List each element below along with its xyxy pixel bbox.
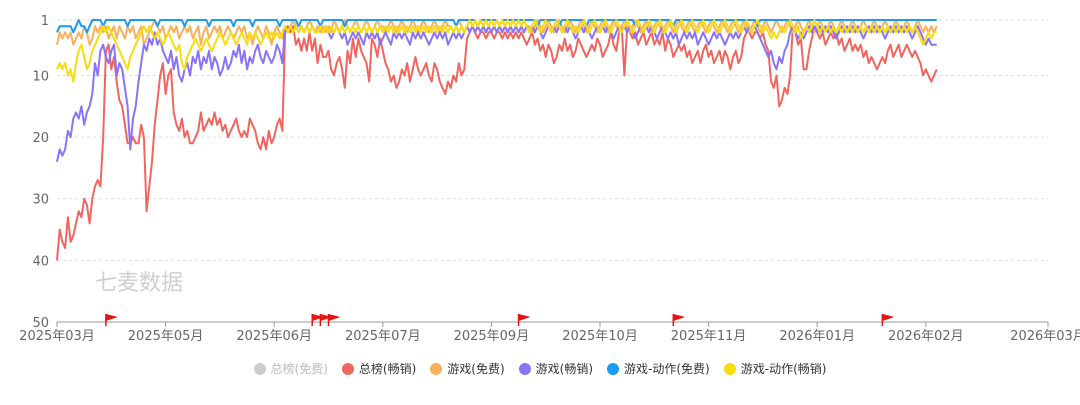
y-tick-label: 30 [32,193,49,208]
y-tick-label: 20 [32,131,49,146]
legend-label: 游戏(免费) [447,362,505,376]
legend-label: 游戏(畅销) [535,362,594,376]
legend-item[interactable]: 游戏-动作(畅销) [723,360,827,377]
y-tick-label: 50 [32,316,49,331]
x-tick-label: 2025年06月 [236,329,312,344]
event-flag-icon[interactable] [320,314,333,321]
legend-label: 总榜(畅销) [358,362,417,376]
watermark-logo: 七麦数据 [95,271,183,296]
x-tick-label: 2025年10月 [562,329,638,344]
legend-dot-icon [723,362,736,375]
legend-label: 总榜(免费) [270,362,328,376]
event-flag-icon[interactable] [105,314,118,321]
x-tick-label: 2025年09月 [454,329,530,344]
x-tick-label: 2026年03月 [1010,329,1080,344]
event-flag-icon[interactable] [518,314,531,321]
y-tick-label: 40 [32,254,49,269]
x-tick-label: 2025年05月 [128,329,204,344]
legend-item[interactable]: 游戏-动作(免费) [607,360,710,377]
event-flag-icon[interactable] [673,314,686,321]
legend-dot-icon [430,362,443,375]
legend-dot-icon [253,362,266,375]
legend-item[interactable]: 总榜(免费) [253,360,328,377]
y-tick-label: 10 [32,69,49,84]
event-flag-icon[interactable] [882,314,895,321]
legend-label: 游戏-动作(免费) [624,362,710,376]
event-flag-icon[interactable] [328,314,341,321]
series-line-1[interactable] [56,25,938,261]
legend-dot-icon [518,362,531,375]
y-tick-label: 1 [41,14,49,29]
legend-label: 游戏-动作(畅销) [740,362,827,376]
x-tick-label: 2025年07月 [345,329,421,344]
chart-legend: 总榜(免费) 总榜(畅销) 游戏(免费) 游戏(畅销) 游戏-动作(免费) 游戏-动作(畅… [0,360,1080,377]
legend-item[interactable]: 游戏(畅销) [518,360,594,377]
legend-item[interactable]: 游戏(免费) [430,360,505,377]
x-tick-label: 2026年01月 [779,329,855,344]
series-line-5[interactable] [56,19,937,83]
series-line-3[interactable] [56,25,937,163]
legend-item[interactable]: 总榜(畅销) [341,360,417,377]
x-tick-label: 2025年03月 [19,329,95,344]
legend-dot-icon [341,362,354,375]
x-tick-label: 2026年02月 [888,329,964,344]
legend-dot-icon [607,362,620,375]
x-tick-label: 2025年11月 [671,329,747,344]
event-flag-icon[interactable] [312,314,325,321]
